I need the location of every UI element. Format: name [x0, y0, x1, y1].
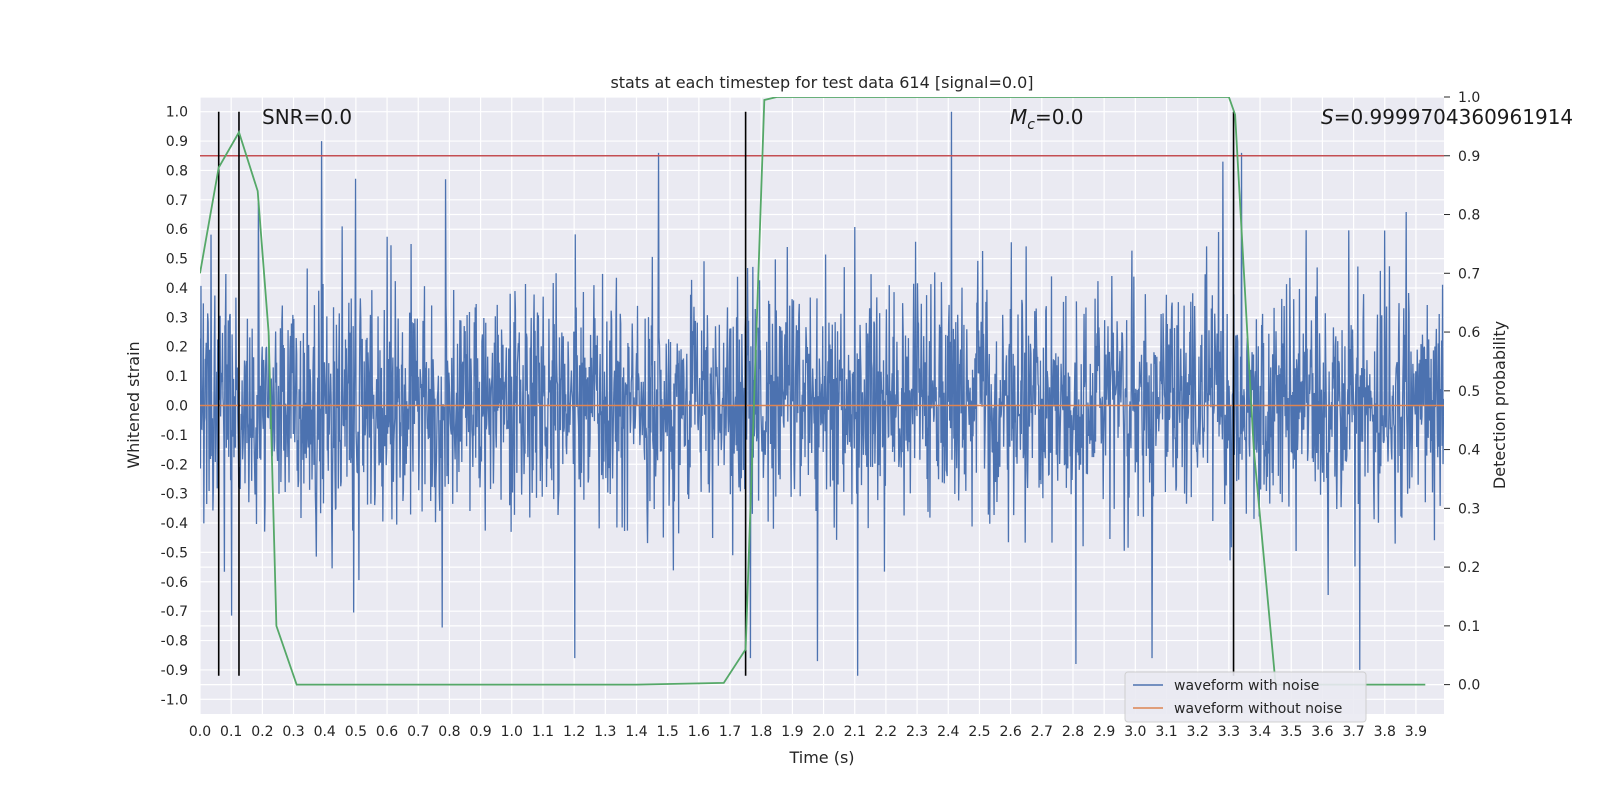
y-tick-label: 0.5 — [166, 252, 188, 268]
x-tick-label: 1.4 — [625, 724, 647, 740]
x-tick-label: 0.8 — [438, 724, 460, 740]
y-tick-label: -0.9 — [161, 663, 188, 679]
x-tick-label: 3.0 — [1124, 724, 1146, 740]
series-waveform-with-noise — [200, 111, 1444, 676]
x-tick-label: 0.1 — [220, 724, 242, 740]
x-tick-label: 2.0 — [812, 724, 834, 740]
y-axis-label-right: Detection probability — [1490, 321, 1509, 489]
x-tick-label: 0.7 — [407, 724, 429, 740]
x-ticks: 0.0 0.1 0.2 0.3 0.4 0.5 0.6 0.7 0.8 0.9 1.0 1.1 1.2 1… — [189, 724, 1427, 740]
x-tick-label: 2.5 — [968, 724, 990, 740]
x-tick-label: 0.6 — [376, 724, 398, 740]
y-tick-label: -0.2 — [161, 457, 188, 473]
x-tick-label: 3.5 — [1280, 724, 1302, 740]
x-tick-label: 3.6 — [1311, 724, 1333, 740]
y-tick-label: -0.5 — [161, 545, 188, 561]
x-tick-label: 0.0 — [189, 724, 211, 740]
x-tick-label: 2.4 — [937, 724, 959, 740]
snr-annotation: SNR=0.0 — [262, 105, 352, 129]
y-tick-label: -1.0 — [161, 692, 188, 708]
y-tick-label: -0.7 — [161, 604, 188, 620]
y-tick-label: -0.6 — [161, 575, 188, 591]
y-ticks-right: 0.0 0.1 0.2 0.3 0.4 0.5 0.6 0.7 0.8 0.9 1.0 — [1444, 90, 1480, 694]
legend-label-noise: waveform with noise — [1174, 678, 1319, 694]
mc-annotation: Mc=0.0 — [1010, 105, 1084, 133]
y-right-tick-label: 0.3 — [1458, 501, 1480, 517]
y-right-tick-label: 0.5 — [1458, 384, 1480, 400]
mc-annotation-value: =0.0 — [1035, 105, 1084, 129]
x-tick-label: 1.6 — [688, 724, 710, 740]
x-tick-label: 0.2 — [251, 724, 273, 740]
x-tick-label: 3.8 — [1374, 724, 1396, 740]
y-axis-label: Whitened strain — [124, 341, 143, 468]
x-tick-label: 3.1 — [1155, 724, 1177, 740]
y-tick-label: -0.3 — [161, 487, 188, 503]
y-tick-label: 0.8 — [166, 163, 188, 179]
y-tick-label: -0.1 — [161, 428, 188, 444]
x-tick-label: 2.8 — [1062, 724, 1084, 740]
x-tick-label: 2.3 — [906, 724, 928, 740]
x-tick-label: 3.4 — [1249, 724, 1271, 740]
y-right-tick-label: 0.9 — [1458, 149, 1480, 165]
y-right-tick-label: 0.2 — [1458, 560, 1480, 576]
x-tick-label: 1.0 — [501, 724, 523, 740]
s-annotation-value: =0.9999704360961914 — [1334, 105, 1573, 129]
x-tick-label: 1.9 — [781, 724, 803, 740]
grid-y — [200, 111, 1444, 700]
y-tick-label: -0.8 — [161, 634, 188, 650]
y-tick-label: 0.3 — [166, 310, 188, 326]
x-tick-label: 2.6 — [999, 724, 1021, 740]
x-tick-label: 1.1 — [532, 724, 554, 740]
series-detection-probability — [200, 97, 1426, 686]
y-tick-label: 0.7 — [166, 193, 188, 209]
y-right-tick-label: 0.7 — [1458, 266, 1480, 282]
legend-box — [1124, 671, 1367, 723]
y-tick-label: 0.6 — [166, 222, 188, 238]
chart-title: stats at each timestep for test data 614… — [610, 73, 1033, 92]
y-tick-label: 1.0 — [166, 105, 188, 121]
x-tick-label: 3.3 — [1218, 724, 1240, 740]
x-axis-label: Time (s) — [788, 748, 854, 767]
x-tick-label: 0.5 — [345, 724, 367, 740]
y-tick-label: 0.4 — [166, 281, 188, 297]
x-tick-label: 3.2 — [1187, 724, 1209, 740]
y-right-tick-label: 0.1 — [1458, 619, 1480, 635]
s-annotation: S=0.9999704360961914 — [1321, 105, 1573, 129]
y-tick-label: 0.1 — [166, 369, 188, 385]
x-tick-label: 2.2 — [875, 724, 897, 740]
x-tick-label: 0.4 — [314, 724, 336, 740]
y-right-tick-label: 0.6 — [1458, 325, 1480, 341]
x-tick-label: 0.9 — [469, 724, 491, 740]
x-tick-label: 3.9 — [1405, 724, 1427, 740]
y-tick-label: 0.2 — [166, 340, 188, 356]
x-tick-label: 2.1 — [844, 724, 866, 740]
y-tick-label: 0.0 — [166, 399, 188, 415]
y-right-tick-label: 1.0 — [1458, 90, 1480, 106]
x-tick-label: 0.3 — [282, 724, 304, 740]
x-tick-label: 3.7 — [1342, 724, 1364, 740]
y-right-tick-label: 0.4 — [1458, 443, 1480, 459]
series-layer — [200, 97, 1444, 686]
x-tick-label: 2.7 — [1031, 724, 1053, 740]
y-tick-label: 0.9 — [166, 134, 188, 150]
y-right-tick-label: 0.8 — [1458, 208, 1480, 224]
x-tick-label: 1.5 — [657, 724, 679, 740]
legend: waveform with noise waveform without noi… — [1124, 671, 1367, 723]
x-tick-label: 1.8 — [750, 724, 772, 740]
x-tick-label: 1.7 — [719, 724, 741, 740]
y-right-tick-label: 0.0 — [1458, 678, 1480, 694]
x-tick-label: 2.9 — [1093, 724, 1115, 740]
legend-label-clean: waveform without noise — [1174, 701, 1342, 717]
y-tick-label: -0.4 — [161, 516, 188, 532]
y-ticks: -1.0 -0.9 -0.8 -0.7 -0.6 -0.5 -0.4 -0.3 -0.2 -0.1… — [161, 105, 188, 709]
x-tick-label: 1.3 — [594, 724, 616, 740]
x-tick-label: 1.2 — [563, 724, 585, 740]
